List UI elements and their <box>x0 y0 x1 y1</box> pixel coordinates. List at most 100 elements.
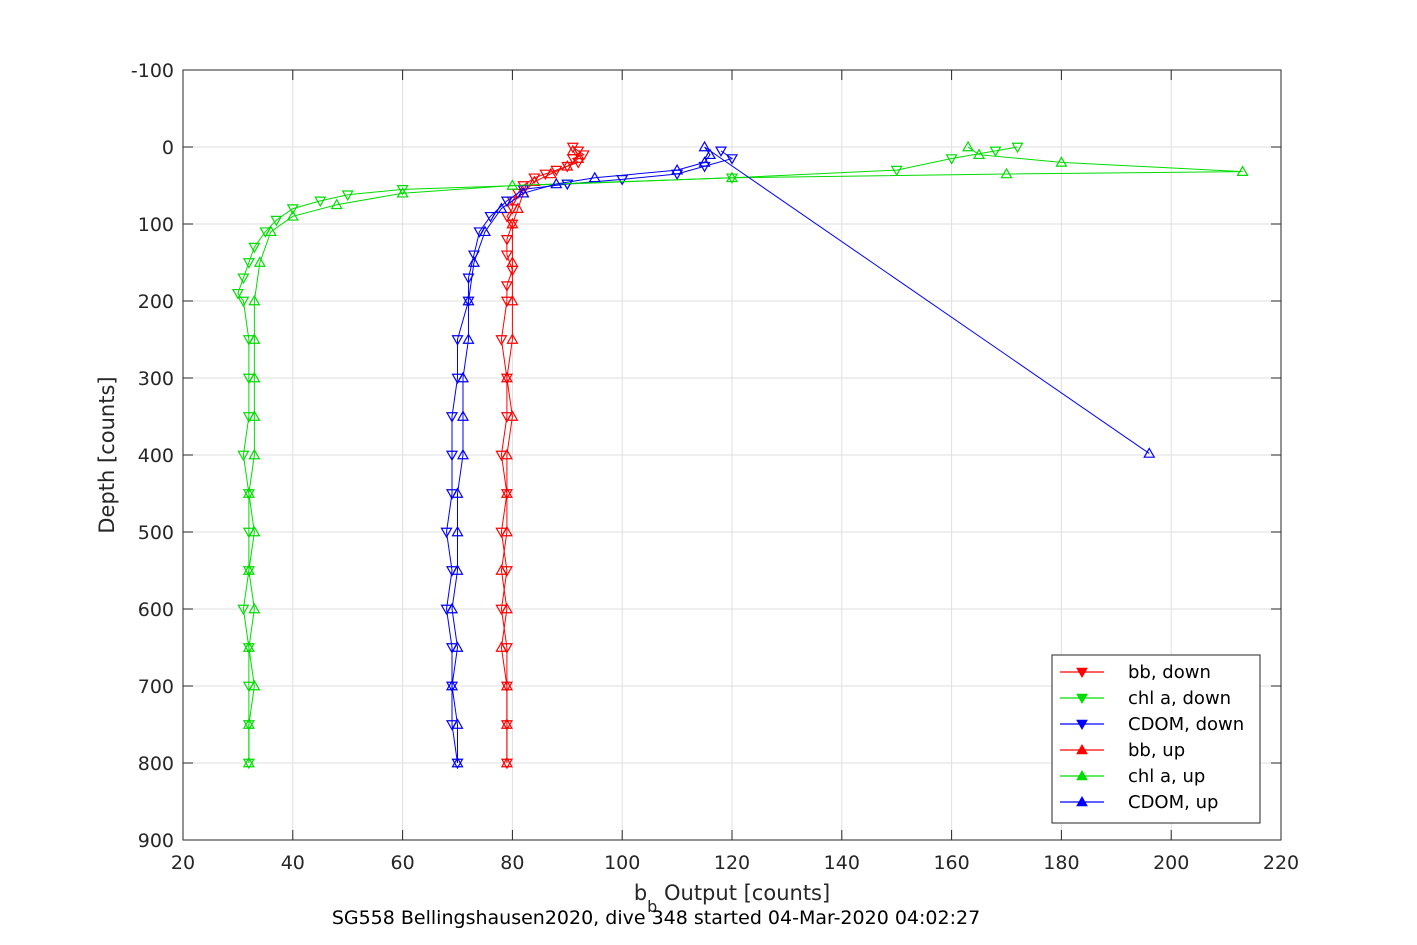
data-point-chl-a-up <box>506 179 519 190</box>
data-point-chl-a-up <box>248 294 261 306</box>
data-point-chl-a-up <box>253 256 266 267</box>
data-point-chl-a-down <box>231 288 244 300</box>
x-tick-label: 100 <box>604 852 640 874</box>
data-point-cdom-up <box>478 225 491 237</box>
legend-label: CDOM, up <box>1128 792 1218 813</box>
data-point-cdom-up <box>588 171 601 183</box>
data-point-chl-a-down <box>242 720 255 731</box>
x-tick-label: 80 <box>500 852 524 874</box>
data-point-cdom-up <box>451 718 464 729</box>
y-tick-label: 200 <box>138 291 174 313</box>
data-point-bb-down <box>506 219 519 231</box>
data-point-cdom-down <box>484 211 497 223</box>
legend-label: chl a, up <box>1128 766 1205 787</box>
y-tick-label: 0 <box>162 137 174 159</box>
data-point-chl-a-up <box>242 641 255 652</box>
data-point-bb-up <box>544 167 557 179</box>
data-point-cdom-down <box>462 273 475 285</box>
data-point-cdom-up <box>456 410 470 421</box>
legend-marker <box>1076 719 1088 731</box>
series-chl-a-down <box>231 142 1024 770</box>
series-chl-a-up <box>242 140 1249 768</box>
legend: bb, down chl a, down CDOM, down bb, up chl a… <box>1051 654 1261 824</box>
data-point-bb-up <box>500 756 513 768</box>
data-point-cdom-down <box>462 296 475 308</box>
x-tick-label: 200 <box>1153 852 1189 874</box>
data-point-chl-a-down <box>242 566 255 577</box>
data-point-bb-down <box>500 250 513 262</box>
data-point-cdom-up <box>451 564 464 575</box>
legend-item-cdom-up: CDOM, up <box>1060 792 1218 813</box>
data-point-chl-a-up <box>1055 156 1068 167</box>
data-point-bb-down <box>528 173 541 185</box>
data-point-chl-a-up <box>242 487 255 498</box>
data-point-cdom-down <box>561 179 574 191</box>
data-point-chl-a-down <box>270 215 283 227</box>
data-point-cdom-down <box>440 527 453 539</box>
data-point-cdom-up <box>517 186 530 198</box>
data-point-chl-a-up <box>248 448 261 460</box>
series-bb-up <box>495 144 585 768</box>
data-point-chl-a-up <box>396 186 409 198</box>
data-point-chl-a-down <box>314 196 327 208</box>
data-point-bb-up <box>500 525 513 537</box>
legend-label: bb, down <box>1128 662 1211 683</box>
data-point-bb-up <box>506 256 519 267</box>
data-point-chl-a-down <box>989 146 1002 158</box>
data-layer <box>231 140 1249 770</box>
data-point-chl-a-down <box>242 258 255 269</box>
x-tick-label: 120 <box>714 852 750 874</box>
data-point-chl-a-down <box>237 296 250 308</box>
data-point-cdom-down <box>445 450 459 462</box>
data-point-chl-a-down <box>242 489 255 500</box>
data-point-cdom-down <box>725 154 739 165</box>
data-point-chl-a-up <box>1236 165 1249 176</box>
data-point-bb-down <box>500 373 513 385</box>
data-point-bb-down <box>500 235 513 246</box>
data-point-bb-up <box>506 217 519 229</box>
data-point-bb-up <box>528 175 541 186</box>
data-point-chl-a-up <box>248 371 261 383</box>
legend-item-bb-up: bb, up <box>1060 740 1185 761</box>
data-point-chl-a-up <box>248 679 261 691</box>
data-point-cdom-up <box>462 294 475 306</box>
legend-item-cdom-down: CDOM, down <box>1060 714 1244 735</box>
y-tick-label: 900 <box>138 830 174 852</box>
data-point-bb-down <box>500 281 513 292</box>
data-point-bb-up <box>506 410 519 421</box>
data-point-cdom-up <box>456 448 470 460</box>
data-point-chl-a-up <box>286 210 299 221</box>
tick-layer: 20 40 60 80 100 120 140 160 180 200 220 -100 0 100 200… <box>131 60 1299 874</box>
data-point-bb-up <box>495 641 508 652</box>
data-point-bb-down <box>495 335 508 346</box>
y-tick-label: 700 <box>138 676 174 698</box>
x-tick-label: 180 <box>1043 852 1079 874</box>
series-line-cdom-up <box>451 146 1150 763</box>
data-point-bb-down <box>550 165 563 177</box>
data-point-bb-up <box>500 448 513 460</box>
data-point-bb-up <box>500 679 513 691</box>
data-point-cdom-up <box>698 156 711 167</box>
data-point-cdom-down <box>445 681 459 693</box>
data-point-chl-a-up <box>248 333 261 344</box>
data-point-chl-a-up <box>248 602 261 614</box>
legend-marker <box>1076 769 1088 781</box>
y-tick-label: 500 <box>138 522 174 544</box>
data-point-bb-up <box>511 202 524 213</box>
data-point-chl-a-down <box>242 643 255 654</box>
data-point-bb-up <box>506 333 519 344</box>
legend-marker <box>1076 795 1088 807</box>
data-point-chl-a-up <box>242 718 255 729</box>
data-point-bb-up <box>506 294 519 306</box>
y-tick-label: 100 <box>138 214 174 236</box>
data-point-bb-up <box>572 152 585 163</box>
y-tick-label: 400 <box>138 445 174 467</box>
data-point-cdom-up <box>704 148 717 160</box>
data-point-chl-a-down <box>237 273 250 285</box>
data-point-chl-a-up <box>264 225 277 237</box>
data-point-cdom-up <box>451 641 464 652</box>
series-cdom-down <box>440 146 739 770</box>
data-point-bb-up <box>566 144 579 156</box>
x-tick-label: 140 <box>824 852 860 874</box>
